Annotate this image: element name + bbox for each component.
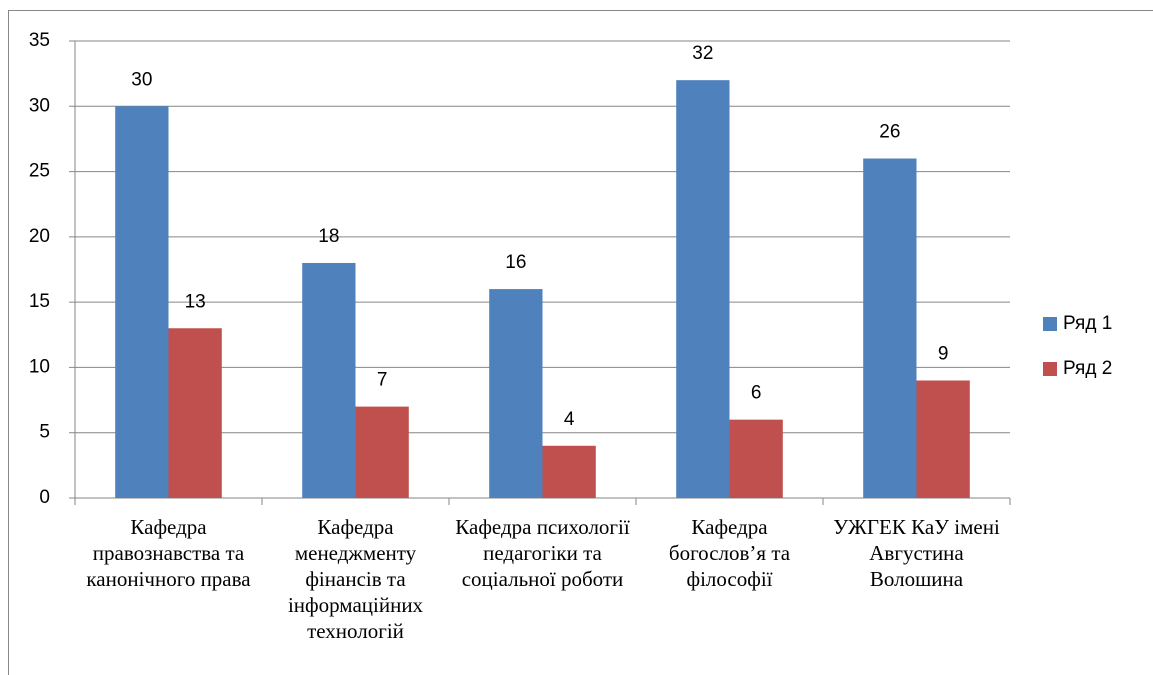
bar (729, 419, 783, 498)
y-tick-label: 0 (39, 487, 50, 508)
y-tick-label: 35 (29, 30, 50, 51)
y-tick-label: 10 (29, 356, 50, 377)
x-tick-label: Кафедра психології педагогіки та соціаль… (455, 515, 630, 591)
chart-border (8, 10, 1153, 675)
value-label: 18 (318, 226, 339, 247)
legend-label: Ряд 2 (1063, 358, 1112, 379)
bar (115, 106, 169, 499)
value-label: 13 (185, 291, 206, 312)
value-label: 7 (377, 370, 388, 391)
bar (355, 406, 409, 498)
y-tick-label: 25 (29, 161, 50, 182)
bar (489, 289, 543, 498)
x-tick-label: Кафедра богослов’я та філософії (668, 515, 791, 591)
legend-swatch (1043, 362, 1057, 376)
x-tick-label: Кафедра менеджменту фінансів та інформац… (287, 515, 424, 643)
bar (542, 445, 596, 498)
y-tick-label: 15 (29, 291, 50, 312)
y-tick-label: 5 (39, 422, 50, 443)
x-tick-label: УЖГЕК КаУ імені Августина Волошина (833, 515, 1000, 591)
bar (168, 328, 222, 498)
bar (302, 262, 356, 498)
bar (676, 80, 730, 499)
x-tick-label: Кафедра правознавства та канонічного пра… (86, 515, 251, 591)
value-label: 4 (564, 409, 575, 430)
value-label: 16 (505, 252, 526, 273)
value-label: 26 (879, 122, 900, 143)
y-tick-label: 30 (29, 95, 50, 116)
bar (863, 158, 917, 498)
value-label: 30 (131, 69, 152, 90)
value-label: 32 (692, 43, 713, 64)
value-label: 9 (938, 344, 949, 365)
bar (916, 380, 970, 498)
legend-label: Ряд 1 (1063, 313, 1112, 334)
value-label: 6 (751, 383, 762, 404)
legend-swatch (1043, 317, 1057, 331)
y-tick-label: 20 (29, 226, 50, 247)
